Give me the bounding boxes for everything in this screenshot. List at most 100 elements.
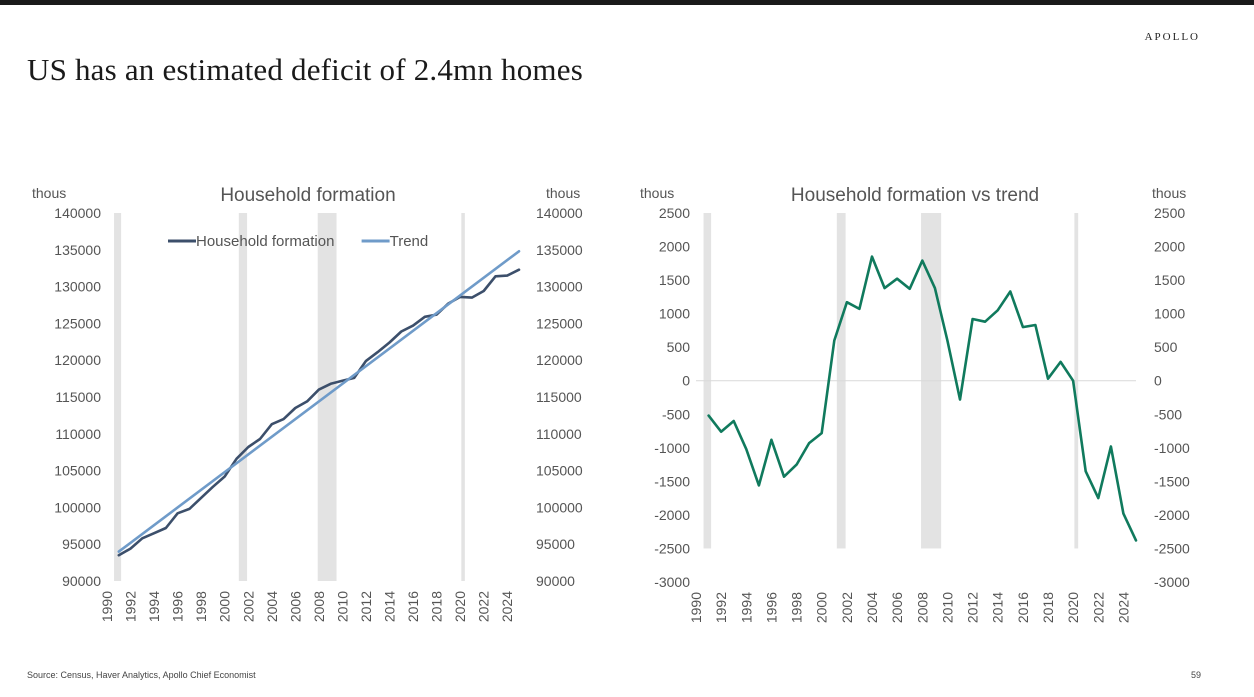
x-tick-label: 2014	[990, 592, 1006, 623]
x-tick-label: 2004	[264, 591, 280, 622]
x-tick-label: 2012	[358, 591, 374, 622]
y-tick-label-left: 105000	[54, 463, 101, 479]
y-tick-label-left: 135000	[54, 242, 101, 258]
x-tick-label: 1996	[763, 592, 779, 623]
x-tick-label: 1992	[123, 591, 139, 622]
x-tick-label: 2002	[240, 591, 256, 622]
y-tick-label-left: 125000	[54, 315, 101, 331]
y-axis-unit-left: thous	[640, 185, 674, 201]
y-tick-label-right: 125000	[536, 315, 583, 331]
y-tick-label-right: 95000	[536, 536, 575, 552]
chart-title: Household formation vs trend	[791, 185, 1039, 206]
y-tick-label-right: -2500	[1154, 540, 1190, 556]
y-tick-label-left: 140000	[54, 205, 101, 221]
recession-band	[461, 213, 465, 581]
y-tick-label-left: 500	[667, 339, 691, 355]
x-tick-label: 1996	[170, 591, 186, 622]
y-tick-label-left: 2500	[659, 205, 690, 221]
recession-band	[317, 213, 337, 581]
recession-band	[114, 213, 122, 581]
y-tick-label-right: 115000	[536, 389, 582, 405]
source-note: Source: Census, Haver Analytics, Apollo …	[27, 670, 256, 680]
y-tick-label-right: 2500	[1154, 205, 1185, 221]
y-axis-unit-right: thous	[1152, 185, 1186, 201]
x-tick-label: 2006	[889, 592, 905, 623]
x-tick-label: 2010	[939, 592, 955, 623]
deviation-line	[707, 255, 1138, 542]
y-tick-label-right: 110000	[536, 426, 582, 442]
x-tick-label: 1992	[713, 592, 729, 623]
x-tick-label: 2022	[476, 591, 492, 622]
x-tick-label: 2000	[217, 591, 233, 622]
y-tick-label-left: 2000	[659, 239, 690, 255]
x-tick-label: 1990	[688, 592, 704, 623]
y-tick-label-right: 120000	[536, 352, 583, 368]
y-tick-label-right: 140000	[536, 205, 583, 221]
brand-logo: APOLLO	[1144, 31, 1200, 43]
y-tick-label-right: -3000	[1154, 574, 1190, 590]
x-tick-label: 2008	[311, 591, 327, 622]
y-tick-label-right: 0	[1154, 373, 1162, 389]
y-tick-label-left: -1500	[654, 473, 690, 489]
x-tick-label: 2016	[1015, 592, 1031, 623]
x-tick-label: 2004	[864, 592, 880, 623]
y-tick-label-right: 135000	[536, 242, 583, 258]
y-tick-label-left: 95000	[62, 536, 101, 552]
x-tick-label: 1994	[738, 592, 754, 623]
household-formation-chart: 90000 90000 95000 95000 100000 100000 105000 10…	[32, 185, 583, 622]
chart-title: Household formation	[220, 185, 395, 206]
y-tick-label-left: 1500	[659, 272, 690, 288]
y-tick-label-left: 1000	[659, 306, 690, 322]
y-tick-label-right: 105000	[536, 463, 583, 479]
household-formation-vs-trend-chart: -3000 -3000 -2500 -2500 -2000 -2000 -1500 -1500…	[640, 185, 1190, 623]
x-tick-label: 1994	[146, 591, 162, 622]
page-number: 59	[1191, 670, 1202, 680]
x-tick-label: 2018	[1040, 592, 1056, 623]
x-tick-label: 1998	[193, 591, 209, 622]
x-tick-label: 1998	[789, 592, 805, 623]
y-tick-label-right: 90000	[536, 573, 575, 589]
y-tick-label-left: 90000	[62, 573, 101, 589]
y-tick-label-right: -1500	[1154, 473, 1190, 489]
trend-line	[117, 250, 521, 553]
x-tick-label: 2024	[1115, 592, 1131, 623]
legend-label: Household formation	[196, 233, 334, 250]
x-tick-label: 2024	[499, 591, 515, 622]
y-tick-label-left: 130000	[54, 279, 101, 295]
top-bar	[0, 0, 1254, 5]
x-tick-label: 2008	[914, 592, 930, 623]
y-tick-label-left: -3000	[654, 574, 690, 590]
x-tick-label: 2016	[405, 591, 421, 622]
y-tick-label-left: 115000	[55, 389, 101, 405]
x-tick-label: 2006	[287, 591, 303, 622]
x-tick-label: 2010	[334, 591, 350, 622]
page-title: US has an estimated deficit of 2.4mn hom…	[27, 52, 583, 87]
x-tick-label: 2000	[814, 592, 830, 623]
y-tick-label-left: -2000	[654, 507, 690, 523]
x-tick-label: 2020	[452, 591, 468, 622]
y-tick-label-right: 1500	[1154, 272, 1185, 288]
y-tick-label-right: 1000	[1154, 306, 1185, 322]
y-tick-label-left: 110000	[55, 426, 101, 442]
y-tick-label-left: 120000	[54, 352, 101, 368]
y-tick-label-left: 0	[682, 373, 690, 389]
y-tick-label-left: 100000	[54, 499, 101, 515]
recession-band	[238, 213, 248, 581]
y-tick-label-right: 2000	[1154, 239, 1185, 255]
x-tick-label: 2014	[382, 591, 398, 622]
x-tick-label: 2022	[1090, 592, 1106, 623]
y-tick-label-left: -2500	[654, 540, 690, 556]
y-tick-label-left: -1000	[654, 440, 690, 456]
y-tick-label-right: -500	[1154, 406, 1182, 422]
y-axis-unit-right: thous	[546, 185, 580, 201]
x-tick-label: 2020	[1065, 592, 1081, 623]
y-tick-label-left: -500	[662, 406, 690, 422]
legend-label: Trend	[390, 233, 429, 250]
x-tick-label: 1990	[99, 591, 115, 622]
x-tick-label: 2018	[429, 591, 445, 622]
x-tick-label: 2002	[839, 592, 855, 623]
y-tick-label-right: -1000	[1154, 440, 1190, 456]
y-tick-label-right: 130000	[536, 279, 583, 295]
y-axis-unit-left: thous	[32, 185, 66, 201]
y-tick-label-right: 100000	[536, 499, 583, 515]
